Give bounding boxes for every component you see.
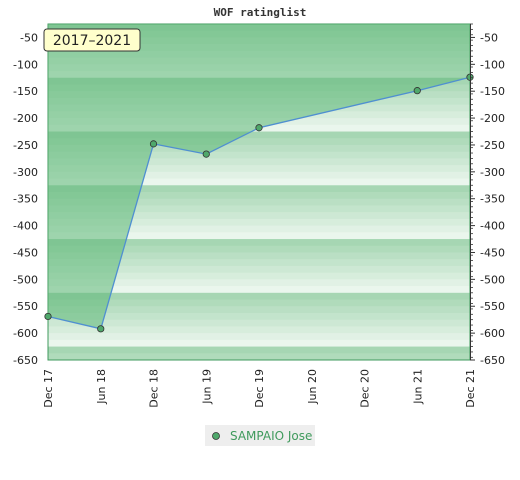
- y-tick-label-left: -300: [13, 166, 38, 179]
- data-point: [97, 325, 105, 333]
- period-badge: 2017–2021: [43, 28, 141, 52]
- y-tick-label-right: -650: [480, 354, 505, 367]
- background-band: [48, 245, 470, 253]
- background-band: [48, 205, 470, 213]
- background-band: [48, 339, 470, 348]
- y-tick-label-right: -450: [480, 246, 505, 259]
- y-tick-label-left: -650: [13, 354, 38, 367]
- background-band: [48, 259, 470, 267]
- chart-title: WOF ratinglist: [214, 6, 307, 19]
- y-tick-label-left: -450: [13, 246, 38, 259]
- background-band: [48, 353, 470, 361]
- y-tick-label-right: -600: [480, 327, 505, 340]
- y-tick-label-right: -50: [480, 31, 498, 44]
- data-point: [149, 140, 158, 148]
- y-tick-label-right: -300: [480, 166, 505, 179]
- x-tick-label: Dec 18: [148, 369, 161, 408]
- x-tick-label: Dec 19: [253, 369, 266, 408]
- period-badge-label: 2017–2021: [53, 33, 131, 49]
- background-band: [48, 319, 470, 327]
- x-axis: Dec 17 Jun 18 Dec 18 Jun 19 Dec 19 Jun 20 Dec …: [42, 369, 477, 408]
- x-tick-label: Dec 20: [359, 369, 372, 408]
- legend[interactable]: SAMPAIO Jose: [205, 425, 315, 446]
- y-tick-label-right: -500: [480, 273, 505, 286]
- background-band: [48, 286, 470, 294]
- background-band: [48, 265, 470, 274]
- x-tick-label: Dec 17: [42, 369, 55, 408]
- background-band: [48, 306, 470, 314]
- background-band: [48, 346, 470, 354]
- y-tick-label-left: -200: [13, 112, 38, 125]
- y-axis-right: -50 -100 -150 -200 -250 -300 -350 -400 -450 -500 -…: [470, 23, 505, 367]
- legend-box: [205, 425, 315, 446]
- x-tick-label: Jun 21: [411, 369, 424, 405]
- data-point: [202, 150, 210, 158]
- background-band: [48, 192, 470, 200]
- y-tick-label-right: -200: [480, 112, 505, 125]
- period-badge-box: [43, 28, 141, 52]
- background-band: [48, 165, 470, 173]
- y-tick-label-right: -250: [480, 139, 505, 152]
- y-tick-label-left: -600: [13, 327, 38, 340]
- background-band: [48, 225, 470, 233]
- data-point: [255, 124, 263, 132]
- y-tick-label-right: -100: [480, 58, 505, 71]
- background-band: [48, 333, 470, 341]
- y-tick-label-left: -100: [13, 58, 38, 71]
- y-tick-label-left: -250: [13, 139, 38, 152]
- background-band: [48, 252, 470, 260]
- x-tick-label: Jun 19: [200, 369, 213, 405]
- x-tick-label: Jun 18: [95, 369, 108, 405]
- background-band: [48, 279, 470, 287]
- background-band: [48, 272, 470, 280]
- y-tick-label-right: -350: [480, 193, 505, 206]
- background-band: [48, 151, 470, 159]
- background-band: [48, 239, 470, 247]
- background-band: [48, 138, 470, 146]
- background-band: [48, 131, 470, 139]
- data-point: [413, 87, 421, 95]
- background-band: [48, 326, 470, 334]
- y-tick-label-left: -150: [13, 85, 38, 98]
- y-tick-label-left: -50: [20, 31, 38, 44]
- background-band: [48, 299, 470, 307]
- x-tick-label: Jun 20: [306, 369, 319, 405]
- background-band: [48, 185, 470, 193]
- y-tick-label-right: -150: [480, 85, 505, 98]
- background-band: [48, 178, 470, 186]
- background-band: [48, 218, 470, 227]
- y-axis-left: -50 -100 -150 -200 -250 -300 -350 -400 -450 -500 -…: [13, 31, 38, 367]
- y-tick-label-right: -550: [480, 300, 505, 313]
- y-tick-label-left: -350: [13, 193, 38, 206]
- y-tick-label-right: -400: [480, 220, 505, 233]
- background-band: [48, 171, 470, 180]
- background-band: [48, 144, 470, 153]
- legend-marker: [212, 432, 220, 440]
- y-tick-label-left: -550: [13, 300, 38, 313]
- background-band: [48, 158, 470, 166]
- background-band: [48, 212, 470, 220]
- background-band: [48, 232, 470, 240]
- background-band: [48, 312, 470, 321]
- rating-area: [48, 24, 470, 329]
- background-band: [48, 198, 470, 206]
- background-band: [48, 292, 470, 301]
- x-tick-label: Dec 21: [464, 369, 477, 408]
- y-tick-label-left: -400: [13, 220, 38, 233]
- y-tick-label-left: -500: [13, 273, 38, 286]
- legend-label: SAMPAIO Jose: [230, 429, 312, 443]
- data-point: [44, 312, 52, 321]
